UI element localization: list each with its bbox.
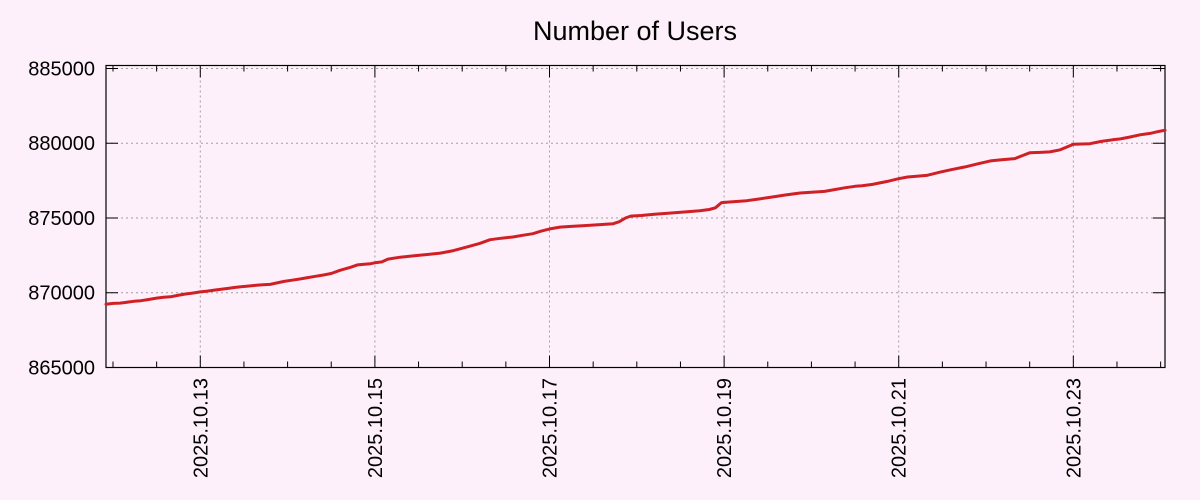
series-line-users [104,128,1167,306]
y-tick-label: 885000 [28,58,95,80]
y-tick-label: 875000 [28,208,95,230]
y-tick-label: 865000 [28,358,95,380]
x-tick-label: 2025.10.15 [365,378,387,478]
y-tick-label: 880000 [28,133,95,155]
axis-ticks [106,65,1165,368]
plot-border [105,64,1166,369]
x-axis-labels: 2025.10.13 2025.10.15 2025.10.17 2025.10.19… [190,378,1085,478]
chart-title: Number of Users [533,16,737,46]
x-tick-label: 2025.10.13 [190,378,212,478]
plot-area: 865000 870000 875000 880000 885000 2025.10.13… [28,58,1167,478]
y-axis-labels: 865000 870000 875000 880000 885000 [28,58,95,379]
x-tick-label: 2025.10.19 [714,378,736,478]
x-tick-label: 2025.10.23 [1063,378,1085,478]
y-tick-label: 870000 [28,283,95,305]
x-tick-label: 2025.10.17 [540,378,562,478]
x-tick-label: 2025.10.21 [889,378,911,478]
